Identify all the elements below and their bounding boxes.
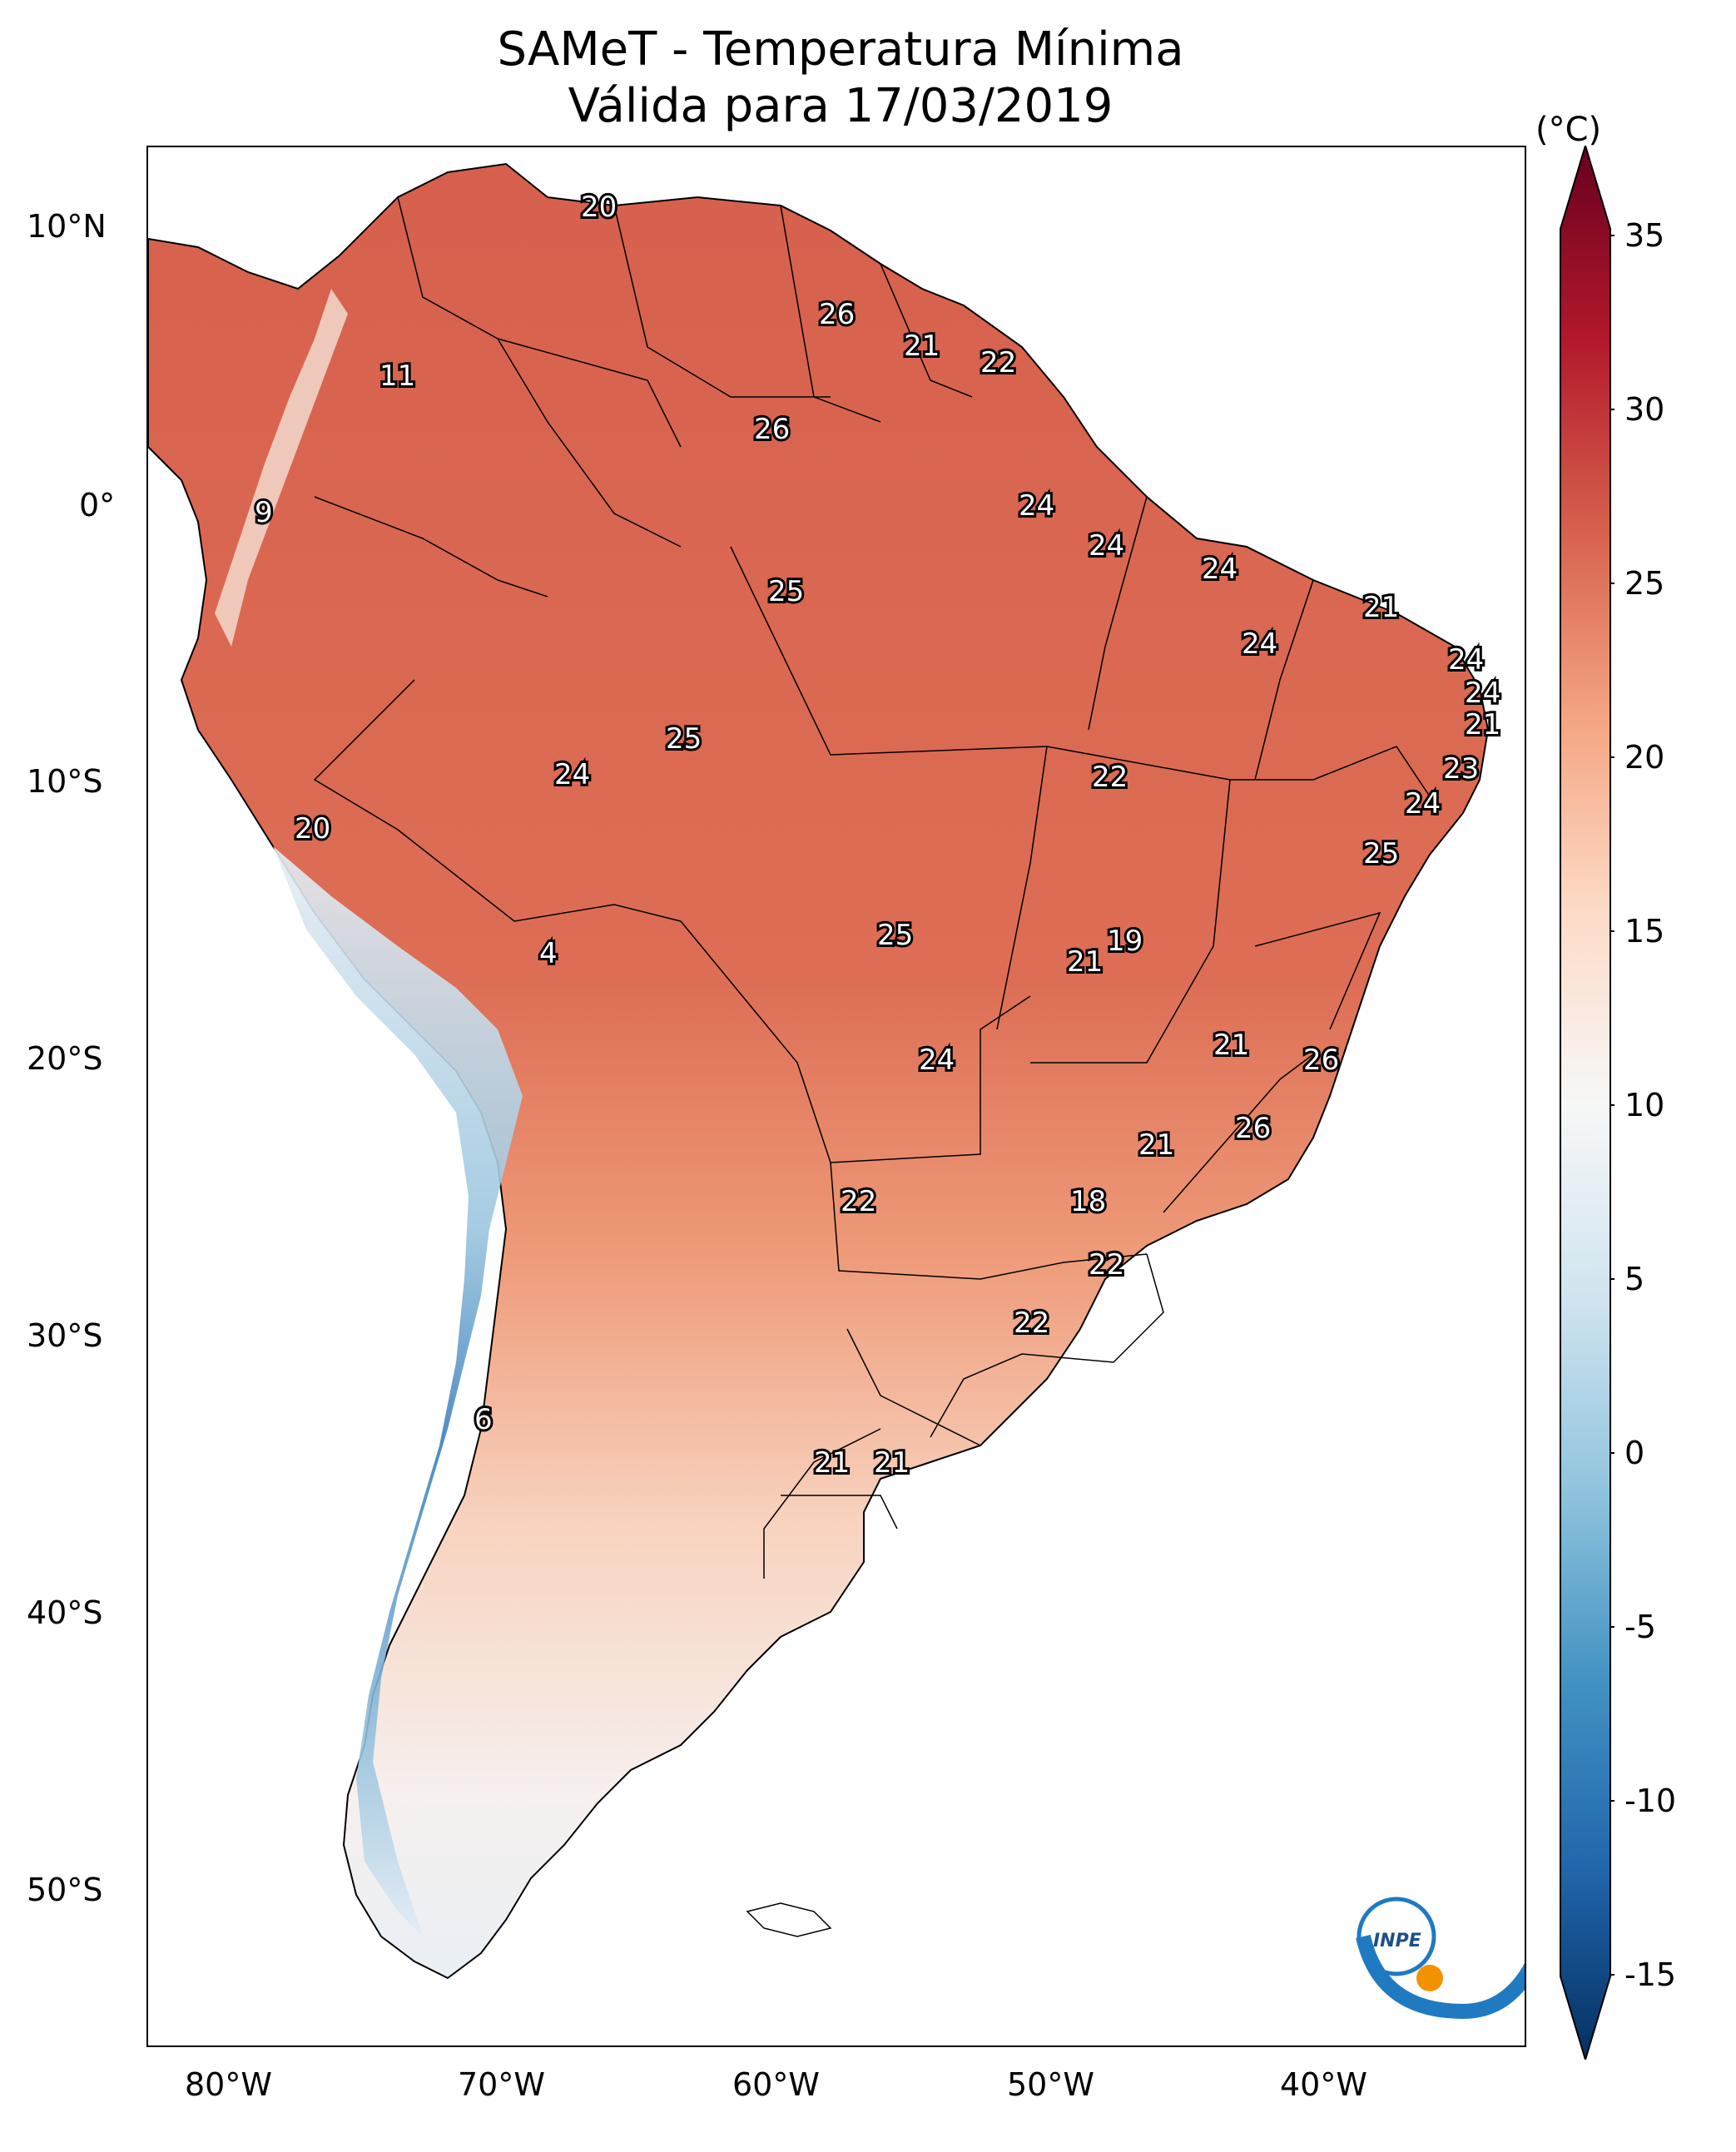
city-value: 22 [980,346,1016,379]
colorbar-unit: (°C) [1535,111,1602,149]
city-value: 21 [904,330,940,363]
city-value: 21 [874,1446,910,1480]
city-value: 18 [1070,1185,1106,1218]
city-value: 24 [919,1044,955,1077]
lon-label: 50°W [1007,2066,1094,2103]
inpe-logo: INPE [1356,1897,1525,2020]
andes-cold-band [273,846,523,1936]
lat-label: 10°N [27,208,107,245]
city-value: 24 [554,758,590,791]
city-value: 21 [1213,1029,1249,1062]
lon-label: 70°W [458,2066,545,2103]
city-value: 24 [1448,643,1484,677]
colorbar-tick: 5 [1624,1261,1645,1297]
lon-label: 80°W [185,2066,272,2103]
city-value: 22 [841,1185,876,1218]
svg-text:INPE: INPE [1373,1931,1421,1951]
lat-label: 10°S [27,763,103,800]
map-title: SAMeT - Temperatura Mínima [497,22,1184,77]
south-america-land [148,162,1490,1980]
falkland-islands [746,1902,832,1937]
city-labels: 20 11 9 26 21 22 26 24 24 25 24 21 24 24… [252,188,1503,1482]
city-value: 21 [814,1446,850,1480]
city-value: 22 [1014,1307,1049,1340]
city-value: 25 [666,722,702,756]
city-value: 24 [1242,627,1277,661]
colorbar-tick: 15 [1624,913,1665,950]
lat-label: 30°S [27,1317,103,1354]
city-value: 19 [1107,925,1143,958]
city-value: 26 [819,298,855,331]
colorbar-tick: -5 [1624,1609,1656,1645]
political-borders [313,196,1431,1579]
city-value: 21 [1465,708,1500,741]
city-value: 25 [1363,837,1399,870]
northern-andes [215,289,348,647]
city-value: 21 [1138,1128,1174,1162]
city-value: 6 [474,1403,493,1436]
city-value: 21 [1363,591,1399,624]
map-panel: 20 11 9 26 21 22 26 24 24 25 24 21 24 24… [146,146,1526,2047]
colorbar-tick: -15 [1624,1956,1677,1993]
city-value: 26 [1235,1112,1271,1145]
city-value: 25 [768,575,804,608]
lat-label: 0° [79,487,116,523]
city-value: 26 [754,413,790,446]
city-value: 9 [255,496,273,529]
lat-label: 20°S [27,1040,103,1077]
colorbar-tick: -10 [1624,1783,1677,1819]
city-value: 24 [1089,529,1124,563]
colorbar-tick: 10 [1624,1087,1665,1123]
city-value: 26 [1303,1044,1339,1077]
colorbar-tick: 30 [1624,391,1665,428]
city-value: 24 [1405,787,1441,821]
city-value: 24 [1202,553,1238,586]
city-value: 21 [1067,945,1103,979]
city-value: 22 [1089,1248,1124,1282]
colorbar [1560,146,1614,2060]
city-value: 20 [295,812,330,845]
city-value: 24 [1019,489,1054,523]
map-subtitle: Válida para 17/03/2019 [568,79,1114,133]
city-value: 4 [539,937,558,970]
colorbar-tick: 25 [1624,565,1665,602]
map-canvas: 20 11 9 26 21 22 26 24 24 25 24 21 24 24… [148,162,1525,2020]
city-value: 22 [1092,761,1128,794]
colorbar-tick: 35 [1624,217,1665,254]
city-value: 20 [581,191,617,224]
city-value: 25 [877,919,913,952]
lon-label: 60°W [732,2066,820,2103]
colorbar-tick: 0 [1624,1435,1645,1471]
lat-label: 40°S [27,1594,103,1631]
lat-label: 50°S [27,1872,103,1908]
colorbar-tick: 20 [1624,739,1665,776]
city-value: 24 [1465,677,1500,710]
lon-label: 40°W [1280,2066,1367,2103]
city-value: 23 [1443,752,1479,786]
city-value: 11 [379,359,415,393]
